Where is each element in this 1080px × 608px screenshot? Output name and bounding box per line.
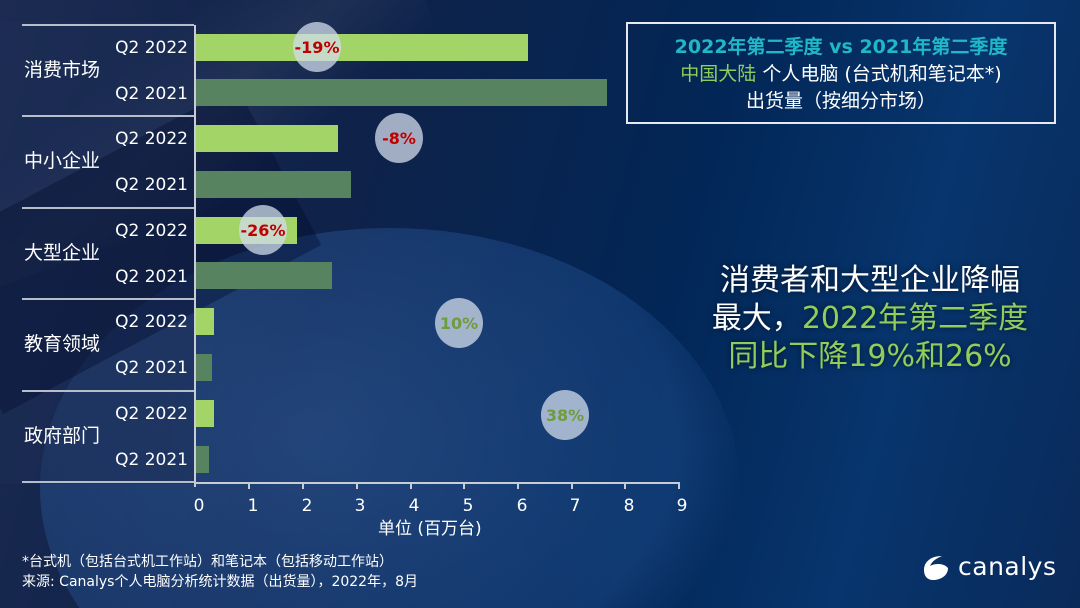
x-tick-label: 0 <box>193 496 205 516</box>
series-label: Q2 2022 <box>115 221 188 241</box>
category-label: 消费市场 <box>24 59 101 81</box>
bar-q2-2022 <box>196 308 214 335</box>
category-label: 大型企业 <box>24 242 101 264</box>
x-tick <box>356 482 358 489</box>
title-line-2: 中国大陆 个人电脑 (台式机和笔记本*) <box>628 61 1054 88</box>
category-divider <box>22 207 194 209</box>
change-bubble: -8% <box>375 113 423 163</box>
bar-q2-2022 <box>196 125 338 152</box>
series-label: Q2 2022 <box>115 129 188 149</box>
x-tick <box>624 482 626 489</box>
logo-text: canalys <box>958 552 1057 581</box>
key-insight-callout: 消费者和大型企业降幅 最大，2022年第二季度 同比下降19%和26% <box>684 262 1056 376</box>
x-tick <box>410 482 412 489</box>
series-label: Q2 2021 <box>115 175 188 195</box>
bar-q2-2021 <box>196 171 351 198</box>
category-label: 中小企业 <box>24 150 101 172</box>
x-tick <box>571 482 573 489</box>
footnote-source: 来源: Canalys个人电脑分析统计数据（出货量），2022年，8月 <box>22 574 418 590</box>
x-tick <box>248 482 250 489</box>
title-product: 个人电脑 (台式机和笔记本*) <box>756 63 1002 85</box>
series-label: Q2 2022 <box>115 312 188 332</box>
x-tick-label: 2 <box>301 496 313 516</box>
x-tick <box>678 482 680 489</box>
callout-line-1: 消费者和大型企业降幅 <box>720 263 1020 298</box>
series-label: Q2 2021 <box>115 267 188 287</box>
x-tick <box>517 482 519 489</box>
x-tick-label: 7 <box>569 496 581 516</box>
footnote: *台式机（包括台式机工作站）和笔记本（包括移动工作站） 来源: Canalys个… <box>22 552 418 592</box>
category-divider <box>22 24 194 26</box>
callout-line-2: 最大，2022年第二季度 <box>684 300 1056 338</box>
category-label: 政府部门 <box>24 425 101 447</box>
x-axis-line <box>195 482 680 484</box>
title-line-1: 2022年第二季度 vs 2021年第二季度 <box>674 36 1008 58</box>
x-axis-title: 单位 (百万台) <box>378 519 482 539</box>
category-label-panel <box>0 22 196 484</box>
bar-q2-2021 <box>196 79 607 106</box>
footnote-definition: *台式机（包括台式机工作站）和笔记本（包括移动工作站） <box>22 554 393 570</box>
bar-q2-2022 <box>196 34 528 61</box>
x-tick <box>302 482 304 489</box>
y-axis-line <box>194 25 196 487</box>
x-tick-label: 4 <box>408 496 420 516</box>
callout-line-2-green: 2022年第二季度 <box>801 301 1029 336</box>
callout-line-2-white: 最大， <box>711 301 802 336</box>
change-bubble: 38% <box>541 390 589 440</box>
bar-q2-2021 <box>196 354 212 381</box>
title-line-3: 出货量（按细分市场） <box>745 90 936 112</box>
category-divider <box>22 481 194 483</box>
series-label: Q2 2021 <box>115 84 188 104</box>
series-label: Q2 2021 <box>115 450 188 470</box>
bar-q2-2021 <box>196 446 209 473</box>
x-tick-label: 9 <box>676 496 688 516</box>
x-tick-label: 6 <box>516 496 528 516</box>
bar-q2-2022 <box>196 400 214 427</box>
bar-q2-2021 <box>196 262 332 289</box>
category-divider <box>22 390 194 392</box>
category-label: 教育领域 <box>24 333 101 355</box>
x-tick-label: 5 <box>462 496 474 516</box>
series-label: Q2 2022 <box>115 404 188 424</box>
category-divider <box>22 115 194 117</box>
canalys-logo: canalys <box>920 552 1057 581</box>
callout-line-3: 同比下降19%和26% <box>728 339 1012 374</box>
x-tick-label: 1 <box>247 496 259 516</box>
change-bubble: -19% <box>293 22 341 72</box>
change-bubble: 10% <box>435 298 483 348</box>
change-bubble: -26% <box>239 205 287 255</box>
category-divider <box>22 298 194 300</box>
x-tick <box>463 482 465 489</box>
series-label: Q2 2021 <box>115 358 188 378</box>
x-tick-label: 8 <box>623 496 635 516</box>
title-region: 中国大陆 <box>680 63 757 85</box>
series-label: Q2 2022 <box>115 38 188 58</box>
chart-title-box: 2022年第二季度 vs 2021年第二季度 中国大陆 个人电脑 (台式机和笔记… <box>626 22 1056 124</box>
canalys-swirl-icon <box>924 555 948 580</box>
x-tick-label: 3 <box>354 496 366 516</box>
